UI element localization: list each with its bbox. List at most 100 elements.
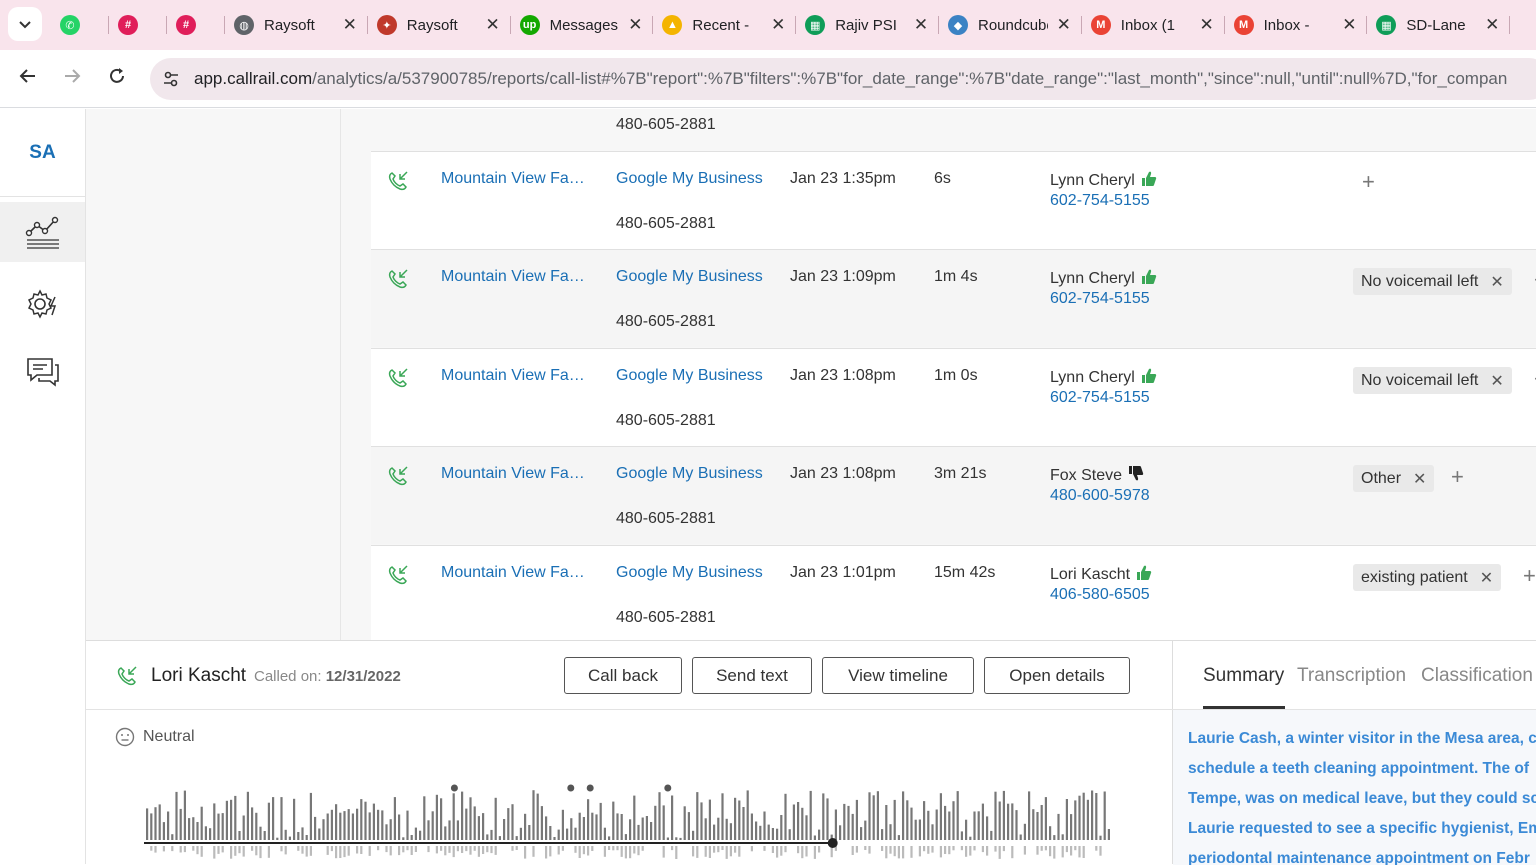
- inbound-call-icon: [387, 268, 409, 295]
- tab-transcription[interactable]: Transcription: [1297, 665, 1407, 686]
- waveform-bar: [717, 846, 720, 853]
- forward-button[interactable]: [58, 65, 86, 93]
- waveform-bar: [608, 836, 611, 840]
- thumbs-up-icon[interactable]: [1141, 367, 1157, 389]
- browser-tab[interactable]: M Inbox (1 ✕: [1083, 8, 1222, 42]
- remove-tag-icon[interactable]: ✕: [1413, 470, 1427, 488]
- table-row[interactable]: Mountain View Fa… Google My Business 480-6…: [371, 545, 1536, 640]
- table-row[interactable]: Mountain View Fa… Google My Business 480-6…: [371, 249, 1536, 347]
- thumbs-down-icon[interactable]: [1128, 465, 1144, 487]
- nav-analytics[interactable]: [0, 202, 85, 262]
- tab-classification[interactable]: Classification: [1421, 665, 1533, 686]
- source-link[interactable]: Google My Business: [616, 465, 763, 482]
- back-button[interactable]: [14, 65, 42, 93]
- add-tag-button[interactable]: +: [1534, 267, 1536, 293]
- close-icon[interactable]: ✕: [342, 15, 357, 34]
- customer-name-text: Lynn Cheryl: [1050, 270, 1135, 287]
- waveform-bar: [599, 802, 602, 840]
- playhead-handle[interactable]: [827, 838, 838, 848]
- browser-tab[interactable]: ▲ Recent - ✕: [654, 8, 793, 42]
- reload-button[interactable]: [103, 65, 131, 93]
- waveform-bar: [545, 816, 548, 840]
- company-link[interactable]: Mountain View Fa…: [441, 170, 585, 187]
- close-icon[interactable]: ✕: [1056, 15, 1071, 34]
- comment-marker[interactable]: [567, 784, 575, 792]
- browser-tab[interactable]: ✦ Raysoft ✕: [369, 8, 508, 42]
- audio-waveform-player[interactable]: [144, 781, 1114, 865]
- customer-name: Fox Steve: [1050, 465, 1144, 487]
- close-icon[interactable]: ✕: [1199, 15, 1214, 34]
- source-link[interactable]: Google My Business: [616, 564, 763, 581]
- browser-tab[interactable]: ✆: [52, 8, 106, 42]
- browser-tab[interactable]: ▦ Rajiv PSI ✕: [797, 8, 936, 42]
- open-details-button[interactable]: Open details: [984, 657, 1130, 694]
- browser-tab[interactable]: #: [168, 8, 222, 42]
- company-link[interactable]: Mountain View Fa…: [441, 367, 585, 384]
- url-field[interactable]: app.callrail.com/analytics/a/537900785/r…: [150, 58, 1536, 100]
- close-icon[interactable]: ✕: [628, 15, 643, 34]
- waveform-bar: [948, 811, 951, 840]
- add-tag-button[interactable]: +: [1523, 563, 1536, 588]
- tab-separator: [795, 16, 797, 34]
- tracking-number: 480-605-2881: [616, 609, 716, 626]
- browser-tab[interactable]: ◍ Raysoft ✕: [226, 8, 365, 42]
- site-info-icon[interactable]: [162, 70, 180, 88]
- tab-summary[interactable]: Summary: [1203, 665, 1285, 686]
- waveform-bar: [204, 826, 207, 840]
- thumbs-up-icon[interactable]: [1141, 170, 1157, 192]
- browser-tab[interactable]: ▦ SD-Lane ✕: [1368, 8, 1507, 42]
- gmail-icon: M: [1090, 15, 1111, 35]
- thumbs-up-icon[interactable]: [1141, 268, 1157, 290]
- nav-conversations[interactable]: [0, 342, 85, 402]
- call-back-button[interactable]: Call back: [564, 657, 682, 694]
- close-icon[interactable]: ✕: [771, 15, 786, 34]
- source-link[interactable]: Google My Business: [616, 170, 763, 187]
- close-icon[interactable]: ✕: [913, 15, 929, 34]
- comment-marker[interactable]: [450, 784, 458, 792]
- remove-tag-icon[interactable]: ✕: [1479, 569, 1494, 587]
- customer-phone-link[interactable]: 480-600-5978: [1050, 487, 1150, 504]
- company-link[interactable]: Mountain View Fa…: [441, 564, 585, 581]
- view-timeline-button[interactable]: View timeline: [822, 657, 974, 694]
- tracking-number: 480-605-2881: [616, 510, 716, 527]
- slack-icon: #: [118, 15, 138, 35]
- customer-phone-link[interactable]: 602-754-5155: [1050, 389, 1150, 406]
- called-on: Called on: 12/31/2022: [254, 668, 401, 685]
- remove-tag-icon[interactable]: ✕: [1490, 372, 1504, 390]
- tab-search-button[interactable]: [8, 7, 42, 41]
- table-row[interactable]: Mountain View Fa… Google My Business 480-6…: [371, 151, 1536, 249]
- close-icon[interactable]: ✕: [1342, 15, 1357, 34]
- close-icon[interactable]: ✕: [485, 15, 500, 34]
- source-link[interactable]: Google My Business: [616, 367, 763, 384]
- source-link[interactable]: Google My Business: [616, 268, 763, 285]
- close-icon[interactable]: ✕: [1485, 15, 1500, 34]
- comment-marker[interactable]: [664, 784, 672, 792]
- browser-tab[interactable]: up Messages ✕: [512, 8, 651, 42]
- waveform-bar: [431, 811, 434, 840]
- waveform-bar: [469, 797, 472, 840]
- remove-tag-icon[interactable]: ✕: [1490, 273, 1504, 291]
- comment-marker[interactable]: [586, 784, 594, 792]
- add-tag-button[interactable]: +: [1451, 464, 1464, 489]
- customer-phone-link[interactable]: 406-580-6505: [1050, 586, 1150, 603]
- customer-phone-link[interactable]: 602-754-5155: [1050, 192, 1150, 209]
- company-link[interactable]: Mountain View Fa…: [441, 268, 585, 285]
- browser-tab[interactable]: M Inbox - ✕: [1226, 8, 1365, 42]
- add-tag-button[interactable]: +: [1534, 366, 1536, 392]
- waveform-bar: [1036, 812, 1039, 840]
- table-row[interactable]: Mountain View Fa… Google My Business 480-6…: [371, 446, 1536, 544]
- waveform-bar: [183, 846, 186, 853]
- call-tag: No voicemail left ✕: [1353, 268, 1512, 295]
- thumbs-up-icon[interactable]: [1136, 564, 1152, 586]
- table-row[interactable]: Mountain View Fa… Google My Business 480-6…: [371, 348, 1536, 446]
- browser-tab[interactable]: #: [110, 8, 164, 42]
- browser-tab[interactable]: ◆ Roundcube ✕: [940, 8, 1079, 42]
- company-link[interactable]: Mountain View Fa…: [441, 465, 585, 482]
- customer-phone-link[interactable]: 602-754-5155: [1050, 290, 1150, 307]
- waveform-bar: [792, 804, 795, 840]
- account-switcher[interactable]: SA: [0, 109, 85, 197]
- add-tag-button[interactable]: +: [1362, 169, 1375, 194]
- waveform-bar: [297, 832, 300, 840]
- nav-settings[interactable]: [0, 274, 85, 334]
- send-text-button[interactable]: Send text: [692, 657, 812, 694]
